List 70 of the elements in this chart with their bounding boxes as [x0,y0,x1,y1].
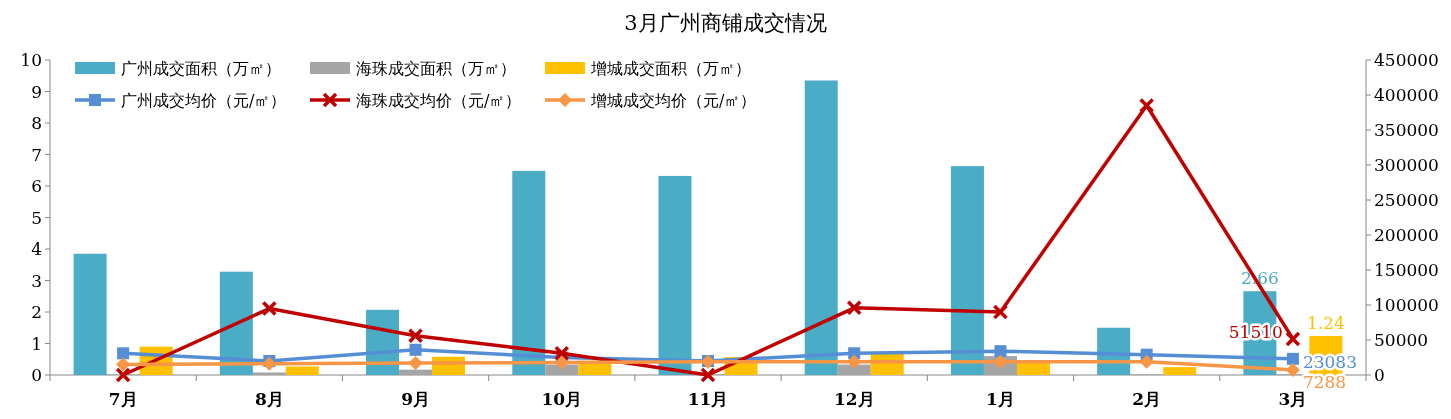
bar [804,80,838,375]
point [846,300,862,316]
x-tick-label: 8月 [254,389,284,409]
y2-tick-label: 400000 [1374,85,1439,105]
y-tick-label: 5 [31,207,42,228]
legend-label: 增城成交均价（元/㎡） [590,91,757,110]
bar [658,175,692,375]
point [115,367,131,383]
y-tick-label: 8 [31,113,42,133]
y2-tick-label: 250000 [1374,190,1439,210]
y2-tick-label: 200000 [1374,225,1439,245]
point [408,356,423,371]
point [554,345,570,362]
y-tick-label: 10 [20,50,42,70]
legend-label: 海珠成交面积（万㎡） [356,59,516,78]
y-tick-label: 0 [31,365,42,385]
y-tick-label: 6 [31,176,42,196]
y-tick-label: 2 [31,302,42,322]
point [1285,362,1300,377]
point [117,347,130,360]
point [992,304,1009,320]
y2-tick-label: 150000 [1374,260,1439,280]
x-tick-label: 12月 [833,389,875,409]
bar [1163,367,1197,375]
bar [512,170,546,375]
y-tick-label: 3 [31,270,42,291]
x-tick-label: 7月 [108,389,138,409]
x-tick-label: 1月 [986,389,1015,409]
x-tick-label: 11月 [687,389,729,409]
y2-tick-label: 50000 [1374,330,1429,350]
y2-tick-label: 0 [1374,365,1385,385]
point [409,343,422,356]
point [1139,354,1154,369]
chart-title: 3月广州商铺成交情况 [624,11,827,35]
point [261,300,278,317]
bar [73,253,107,375]
bar [285,366,319,375]
data-label: 7288 [1302,371,1347,392]
point [262,356,277,371]
bar [545,364,579,375]
bar [837,364,871,375]
point [1286,352,1299,365]
y-tick-label: 4 [31,239,42,259]
x-tick-label: 3月 [1278,389,1308,409]
x-tick-label: 2月 [1132,389,1162,409]
x-tick-label: 10月 [541,389,583,409]
legend-label: 广州成交均价（元/㎡） [121,91,287,110]
data-label: 1.24 [1306,312,1345,333]
y-tick-label: 1 [31,333,42,354]
point [994,345,1007,358]
y2-tick-label: 450000 [1374,50,1439,70]
point [407,328,424,344]
y2-tick-label: 350000 [1374,120,1439,140]
point [700,367,716,383]
y-tick-label: 9 [31,81,42,102]
legend-label: 增城成交面积（万㎡） [590,59,751,78]
y2-tick-label: 300000 [1374,155,1439,175]
legend-label: 广州成交面积（万㎡） [121,59,281,78]
point [1138,97,1155,114]
point [554,355,569,370]
bar [950,166,984,375]
bar [252,372,286,375]
legend-label: 海珠成交均价（元/㎡） [356,91,522,110]
point [847,354,862,369]
y2-tick-label: 100000 [1374,295,1439,315]
point [116,357,131,372]
point [1285,331,1301,347]
x-tick-label: 9月 [401,389,430,409]
bar [399,369,433,375]
y-tick-label: 7 [31,144,42,165]
